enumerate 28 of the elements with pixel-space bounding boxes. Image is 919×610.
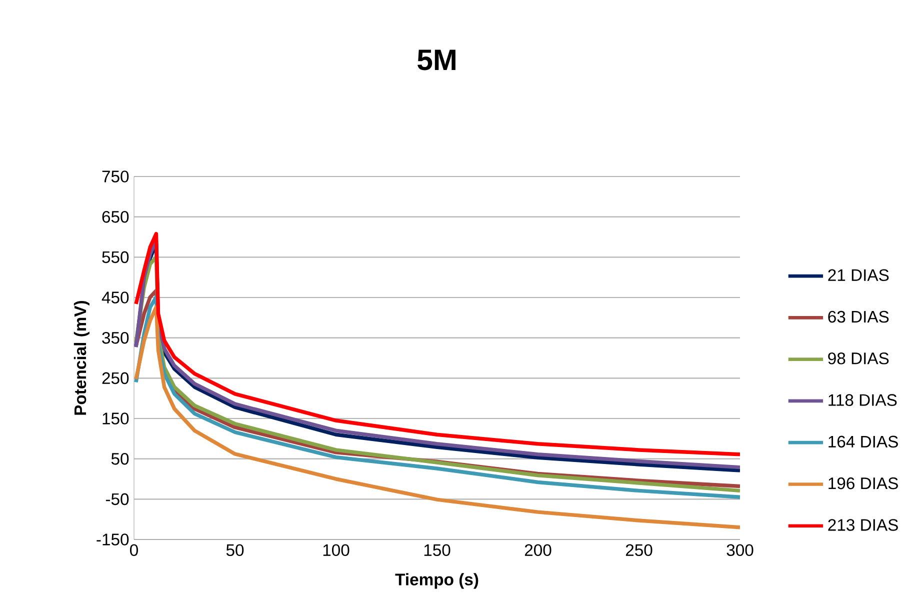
line-series: [134, 305, 740, 530]
y-tick-label: 650: [102, 210, 129, 223]
legend-label: 213 DIAS: [828, 519, 898, 531]
legend-label: 63 DIAS: [828, 310, 889, 323]
x-tick-label: 0: [130, 544, 138, 556]
legend-label: 118 DIAS: [828, 394, 897, 406]
y-tick-label: 550: [102, 251, 129, 264]
x-tick-label: 250: [626, 544, 652, 556]
legend-label: 21 DIAS: [828, 269, 889, 282]
x-axis-title: Tiempo (s): [395, 573, 478, 589]
x-tick-label: 200: [524, 544, 552, 556]
x-tick-label: 50: [226, 544, 244, 556]
legend-label: 164 DIAS: [828, 436, 898, 448]
legend-label: 98 DIAS: [828, 352, 889, 364]
y-tick-label: 50: [111, 452, 129, 465]
y-tick-label: 350: [102, 332, 129, 344]
y-tick-label: 750: [102, 170, 129, 182]
y-tick-label: 250: [102, 372, 129, 384]
chart-title: 5M: [418, 50, 456, 70]
legend-label: 196 DIAS: [828, 477, 898, 490]
x-tick-label: 100: [323, 544, 350, 556]
y-tick-label: 150: [102, 412, 129, 424]
y-tick-label: 450: [102, 292, 129, 304]
x-tick-label: 150: [424, 544, 450, 556]
y-axis-title: Potencial (mV): [74, 300, 90, 415]
x-tick-label: 300: [726, 544, 754, 556]
y-tick-label: -50: [106, 493, 129, 506]
y-tick-label: -150: [96, 534, 129, 546]
